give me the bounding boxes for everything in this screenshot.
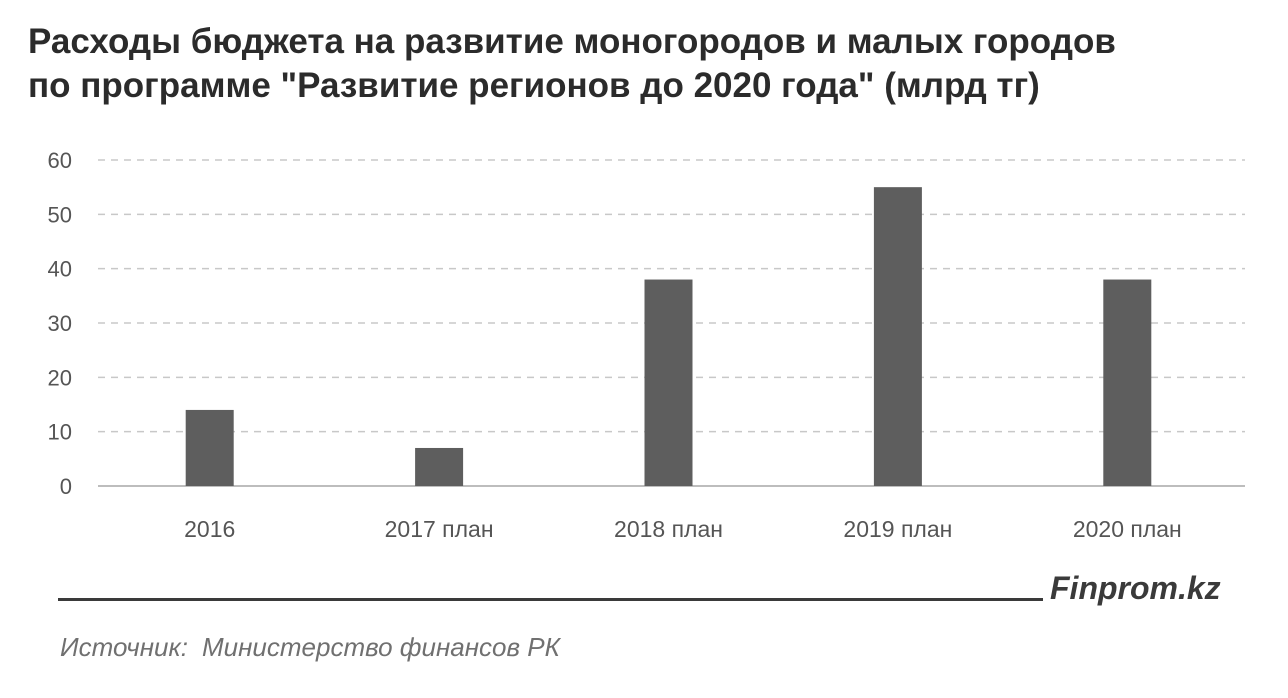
y-tick-label: 20	[48, 365, 72, 390]
chart-title: Расходы бюджета на развитие моногородов …	[28, 20, 1268, 108]
y-tick-label: 40	[48, 257, 72, 282]
bar	[1103, 279, 1152, 486]
source-value: Министерство финансов РК	[201, 632, 560, 662]
x-tick-label: 2016	[184, 516, 235, 542]
bar	[873, 187, 922, 486]
x-tick-label: 2018 план	[614, 516, 723, 542]
y-tick-label: 30	[48, 311, 72, 336]
source-note: Источник: Министерство финансов РК	[60, 632, 560, 663]
y-axis-ticks: 0 10 20 30 40 50 60	[48, 148, 72, 499]
y-tick-label: 50	[48, 202, 72, 227]
source-label: Источник:	[60, 632, 188, 662]
chart-title-line2: по программе "Развитие регионов до 2020 …	[28, 66, 1040, 105]
x-tick-label: 2017 план	[385, 516, 494, 542]
x-tick-label: 2019 план	[843, 516, 952, 542]
bar	[644, 279, 693, 486]
footer-rule	[58, 598, 1043, 601]
bar	[415, 447, 464, 486]
x-tick-label: 2020 план	[1073, 516, 1182, 542]
bar	[185, 409, 234, 486]
y-tick-label: 60	[48, 148, 72, 173]
bars	[185, 187, 1152, 486]
x-axis-ticks: 2016 2017 план 2018 план 2019 план 2020 план	[184, 516, 1182, 542]
brand-logo-text: Finprom.kz	[1050, 570, 1221, 606]
chart-title-line1: Расходы бюджета на развитие моногородов …	[28, 22, 1116, 61]
y-tick-label: 0	[60, 474, 72, 499]
y-tick-label: 10	[48, 420, 72, 445]
